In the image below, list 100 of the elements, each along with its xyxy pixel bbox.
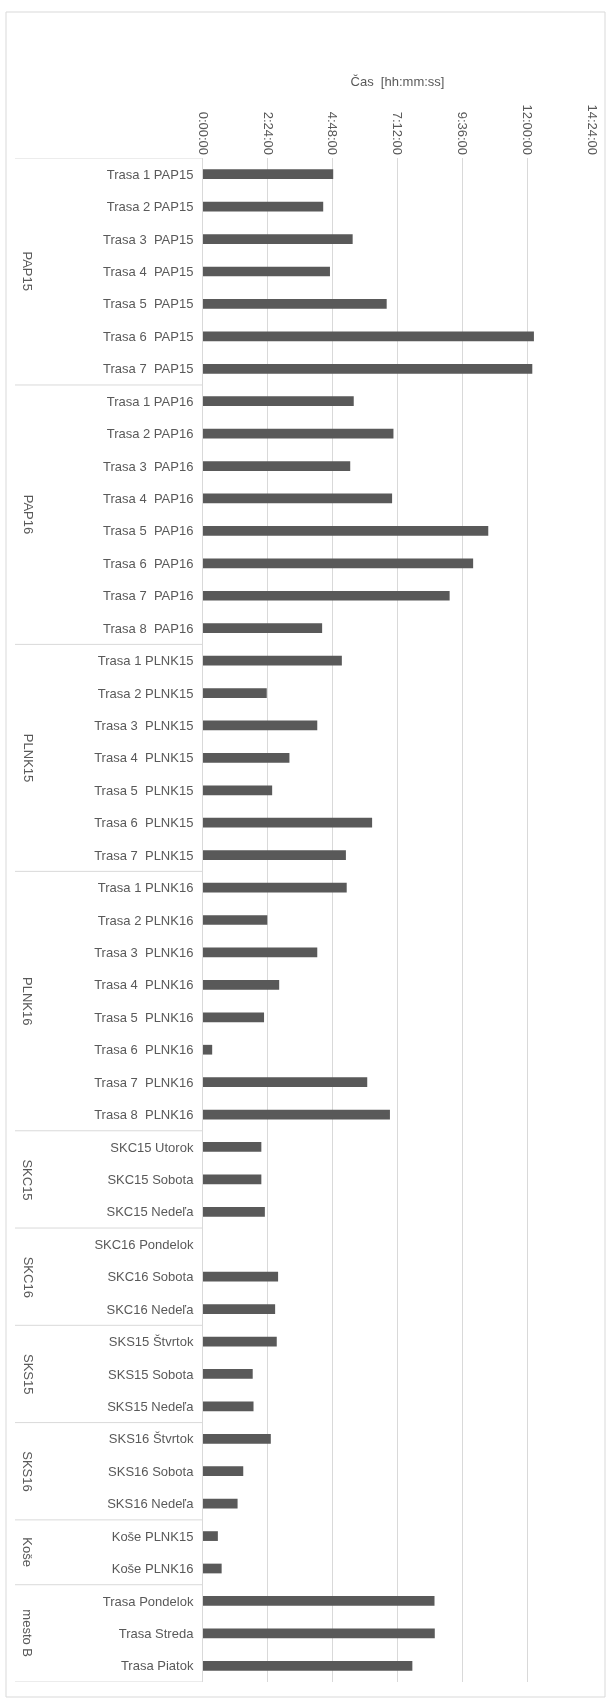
text: PAP16 — [20, 494, 36, 535]
x-tick-label: 0:00:00 — [195, 111, 211, 156]
y-tick-label: Trasa 3 PAP15 — [103, 231, 194, 247]
y-tick-label: Trasa 4 PAP16 — [103, 491, 194, 507]
bar — [203, 363, 533, 374]
bar — [203, 753, 290, 763]
bar — [203, 1563, 222, 1574]
bar — [203, 526, 489, 536]
y-tick-label: Trasa 6 PAP16 — [103, 555, 194, 571]
y-tick-label: Trasa 3 PAP16 — [103, 458, 194, 474]
y-tick-label: SKS16 Nedeľa — [107, 1496, 195, 1512]
y-tick-label: Trasa 3 PLNK15 — [94, 718, 194, 733]
y-tick-label: Trasa 2 PAP16 — [106, 426, 194, 442]
y-tick-label: SKS15 Nedeľa — [107, 1398, 195, 1414]
bar — [203, 1012, 265, 1023]
y-tick-label: Trasa 6 PLNK15 — [94, 815, 194, 831]
x-tick-label: 7:12:00 — [390, 111, 406, 156]
y-tick-label: Trasa 5 PAP15 — [103, 296, 194, 312]
bar — [203, 1531, 218, 1541]
bar — [203, 1466, 244, 1477]
y-tick-label: Trasa 5 PLNK16 — [94, 1009, 194, 1025]
bar — [203, 331, 534, 342]
y-tick-label: Trasa 1 PLNK15 — [97, 653, 194, 669]
x-tick-label: 12:00:00 — [519, 104, 535, 156]
bar — [203, 461, 351, 471]
text: SKC16 — [20, 1256, 36, 1298]
text: SKC15 — [20, 1159, 36, 1201]
text: Koše — [20, 1537, 36, 1567]
bar — [203, 850, 346, 861]
y-tick-label: Trasa Pondelok — [102, 1593, 194, 1609]
bar — [203, 1206, 265, 1217]
y-tick-label: SKC15 Sobota — [107, 1171, 195, 1187]
y-tick-label: SKC15 Nedeľa — [106, 1204, 195, 1220]
y-tick-label: Trasa 7 PAP15 — [103, 361, 194, 377]
bar — [203, 720, 318, 731]
y-tick-label: Trasa 1 PAP15 — [106, 166, 194, 182]
text: PLNK15 — [20, 733, 36, 783]
y-tick-label: SKC15 Utorok — [110, 1139, 194, 1155]
y-tick-label: Trasa 3 PLNK16 — [94, 944, 194, 960]
bar — [203, 558, 474, 569]
bar — [203, 623, 323, 634]
y-tick-label: Trasa 2 PLNK15 — [97, 685, 194, 701]
bar — [203, 785, 273, 796]
y-tick-label: Trasa 4 PLNK15 — [94, 750, 194, 766]
bar — [203, 590, 450, 601]
y-tick-label: SKS16 Sobota — [108, 1463, 195, 1479]
bar — [203, 1304, 276, 1314]
bar — [203, 299, 387, 309]
bar — [203, 979, 280, 990]
bar — [203, 1271, 279, 1282]
x-tick-label: 14:24:00 — [584, 104, 600, 156]
bar — [203, 396, 354, 407]
y-tick-label: Trasa 4 PAP15 — [103, 264, 194, 280]
text: SKS16 — [20, 1451, 36, 1492]
y-tick-label: Trasa 7 PLNK15 — [94, 847, 194, 863]
text: mesto B — [20, 1609, 36, 1658]
y-tick-label: Trasa 6 PLNK16 — [94, 1042, 194, 1058]
bar — [203, 1660, 413, 1671]
y-tick-label: Trasa 7 PAP16 — [103, 588, 194, 604]
bar — [203, 1109, 390, 1120]
bar — [203, 817, 373, 828]
y-tick-label: Trasa Streda — [118, 1625, 195, 1641]
bar — [203, 1369, 253, 1379]
bar — [203, 169, 334, 180]
bar — [203, 428, 394, 439]
y-tick-label: Trasa 8 PAP16 — [103, 620, 194, 636]
y-tick-label: Trasa 1 PLNK16 — [97, 880, 194, 896]
y-tick-label: Trasa Piatok — [120, 1658, 194, 1674]
y-tick-label: SKS15 Štvrtok — [108, 1334, 194, 1350]
y-tick-label: Trasa 2 PLNK16 — [97, 912, 194, 928]
bar — [203, 493, 393, 504]
bar — [203, 1498, 238, 1509]
bar — [203, 947, 318, 958]
text: PLNK16 — [20, 977, 36, 1026]
y-tick-label: Trasa 5 PAP16 — [103, 523, 194, 539]
y-tick-label: Trasa 7 PLNK16 — [94, 1074, 194, 1090]
bar — [203, 1142, 262, 1152]
bar — [203, 1628, 435, 1639]
y-tick-label: SKC16 Nedeľa — [106, 1301, 195, 1317]
y-tick-label: SKS16 Štvrtok — [108, 1431, 194, 1447]
x-tick-label: 2:24:00 — [260, 111, 276, 156]
bar — [203, 1044, 213, 1055]
bar — [203, 915, 268, 925]
bar — [203, 1077, 368, 1087]
bar — [203, 201, 324, 212]
bar — [203, 655, 342, 666]
bar — [203, 1596, 435, 1606]
y-tick-label: Trasa 8 PLNK16 — [94, 1107, 194, 1123]
y-tick-label: Koše PLNK15 — [111, 1528, 194, 1544]
y-tick-label: SKS15 Sobota — [108, 1366, 195, 1382]
text: SKS15 — [20, 1353, 36, 1395]
text: PAP15 — [20, 251, 36, 292]
bar — [203, 266, 330, 277]
y-tick-label: Trasa 5 PLNK15 — [94, 782, 194, 798]
y-tick-label: SKC16 Sobota — [107, 1269, 195, 1285]
y-tick-label: Trasa 6 PAP15 — [103, 328, 194, 344]
y-tick-label: Trasa 4 PLNK16 — [94, 977, 194, 993]
bar — [203, 234, 353, 244]
bar — [203, 1433, 271, 1444]
bar — [203, 688, 267, 698]
